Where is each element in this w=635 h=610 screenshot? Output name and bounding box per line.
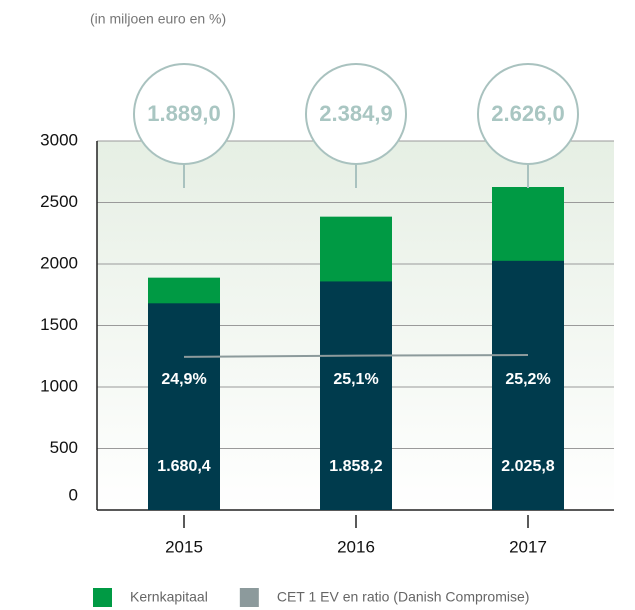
legend-swatch	[239, 588, 259, 607]
bar-label: 1.858,2	[329, 458, 382, 475]
y-tick-label: 2000	[40, 253, 78, 272]
bar	[148, 303, 220, 510]
y-tick-label: 1000	[40, 376, 78, 395]
y-tick-label: 0	[69, 485, 78, 504]
total-label: 2.384,9	[319, 101, 392, 126]
legend-label: CET 1 EV en ratio (Danish Compromise)	[277, 589, 530, 605]
y-tick-label: 500	[50, 438, 78, 457]
y-tick-label: 1500	[40, 315, 78, 334]
bar-label: 1.680,4	[157, 458, 210, 475]
x-tick-label: 2017	[509, 537, 547, 556]
y-tick-label: 3000	[40, 130, 78, 149]
callout-circle	[133, 63, 235, 165]
ratio-label: 24,9%	[161, 371, 206, 388]
chart-subtitle: (in miljoen euro en %)	[90, 11, 226, 27]
bar-label: 2.025,8	[501, 458, 554, 475]
callout-circle	[477, 63, 579, 165]
legend-swatch	[93, 588, 112, 607]
bar	[320, 281, 392, 510]
total-label: 2.626,0	[491, 101, 564, 126]
y-tick-label: 2500	[40, 192, 78, 211]
ratio-label: 25,2%	[505, 371, 550, 388]
callout-circle	[305, 63, 407, 165]
ratio-line	[183, 354, 529, 358]
ratio-label: 25,1%	[333, 371, 378, 388]
total-label: 1.889,0	[147, 101, 220, 126]
x-tick-label: 2015	[165, 537, 203, 556]
bar	[492, 260, 564, 510]
legend-label: Kernkapitaal	[130, 589, 208, 605]
x-tick-label: 2016	[337, 537, 375, 556]
